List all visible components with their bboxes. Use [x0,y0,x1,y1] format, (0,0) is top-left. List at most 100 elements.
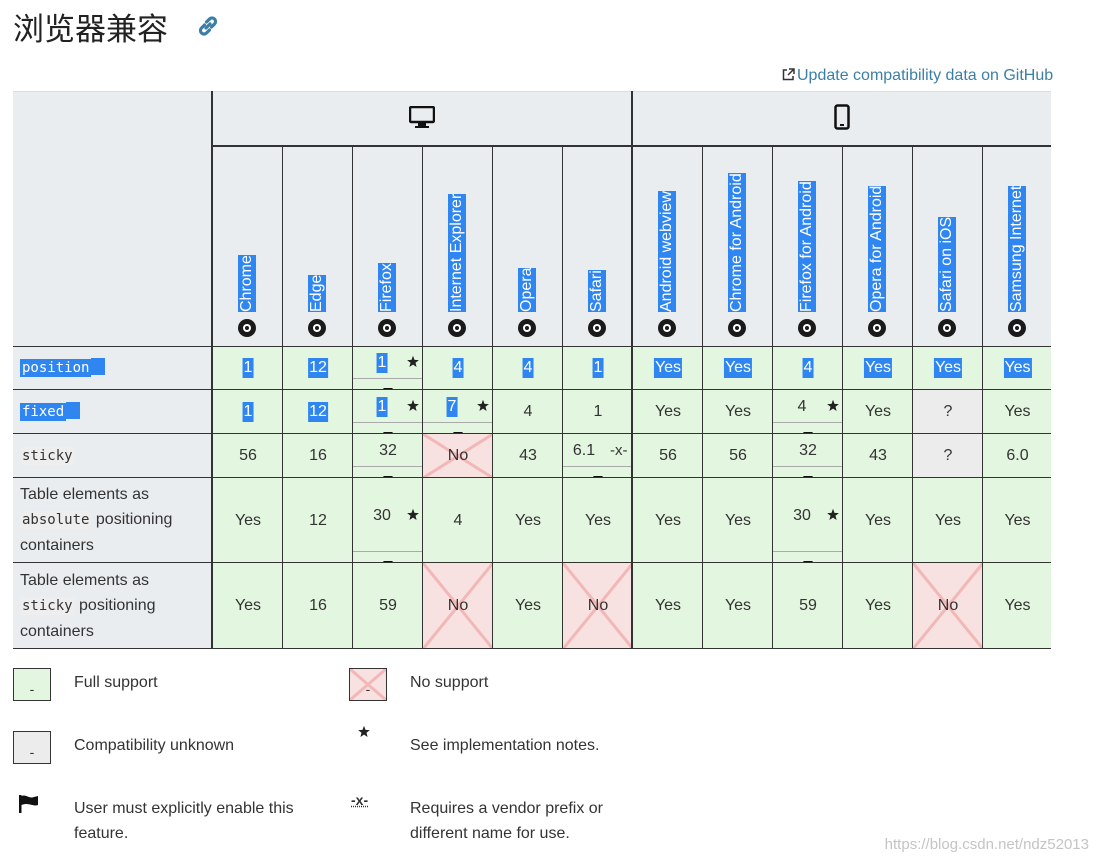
version-text: 12 [308,358,328,378]
compat-cell: Yes [562,478,632,563]
compat-cell: Yes [632,346,702,390]
compat-cell: 4 [772,346,842,390]
notes-star-wrap [406,399,420,418]
anchor-link-icon[interactable] [196,14,220,38]
compat-cell: 56 [212,434,282,478]
compat-cell: Yes [632,563,702,649]
version-text: 12 [308,402,328,422]
version-text: 43 [519,447,537,464]
version-text: 4 [797,398,807,415]
feature-cell: position [13,346,212,390]
history-toggle-part [803,432,813,433]
version-text: 30 [793,506,811,524]
compat-cell: 12 [282,346,352,390]
notes-star [477,399,489,411]
history-toggle-wrap [383,469,393,477]
legend-prefix-mark: -x- [351,792,369,808]
browser-icon [658,319,676,337]
feature-cell: Table elements as sticky positioning con… [13,563,212,649]
version-text: Yes [1004,597,1031,614]
version-text: Yes [724,403,752,420]
mobile-icon-wrap [833,104,850,135]
swatch-mark: - [29,681,35,697]
history-toggle-wrap [803,469,813,477]
feature-code: fixed [20,402,67,421]
browser-icon-wrap [937,318,957,343]
column-line [982,145,983,346]
version-text: Yes [1004,511,1031,529]
browser-icon-part [595,326,599,330]
compat-cell: 4 [422,478,492,563]
desktop-icon-part [415,126,429,128]
browser-name: Internet Explorer [448,193,466,312]
browser-icon-part [805,326,809,330]
browser-icon [238,319,256,337]
legend-flag-icon [19,795,38,813]
compat-cell: Yes [492,478,562,563]
no-support-cross [913,563,982,648]
version-text: 1 [376,397,388,417]
browser-name: Chrome [238,255,256,312]
compat-cell: 4 [422,346,492,390]
compat-cell: 59 [352,563,422,649]
github-link[interactable]: Update compatibility data on GitHub [797,67,1054,84]
version-text: Yes [863,358,893,378]
browser-icon [868,319,886,337]
version-text: Yes [653,358,683,378]
feature-divider [211,91,213,649]
feature-label: fixed [20,399,200,425]
compat-cell: Yes [982,478,1051,563]
version-text: 56 [729,447,747,464]
compat-cell: Yes [842,478,912,563]
version-text: No [587,597,609,614]
notes-star-wrap [826,508,840,527]
prefix-mark: -x- [610,442,628,459]
browser-icon-part [665,326,669,330]
browser-icon [588,319,606,337]
browser-icon-wrap [587,318,607,343]
compat-cell: Yes [842,563,912,649]
history-toggle-part [803,476,813,477]
external-link-icon [782,68,795,81]
feature-label: Table elements as sticky positioning con… [20,568,200,644]
feature-text: positioning containers [20,596,156,640]
compat-cell: No [912,563,982,649]
browser-name: Edge [308,274,326,312]
version-text: No [937,597,959,614]
compat-cell: 16 [282,563,352,649]
browser-icon-wrap [447,318,467,343]
compat-cell: Yes [702,563,772,649]
version-text: Yes [864,403,892,420]
version-text: 59 [799,597,817,614]
browser-icon-part [875,326,879,330]
browser-icon [938,319,956,337]
selection-tail [66,401,81,419]
compat-cell: 4 [492,390,562,434]
version-text: Yes [234,511,262,529]
browser-icon-wrap [517,318,537,343]
browser-icon-part [455,326,459,330]
legend-swatch: - [13,668,51,701]
feature-text: positioning containers [20,511,173,554]
history-toggle [593,476,603,477]
version-text: 1 [242,358,254,378]
history-toggle-wrap [453,425,463,433]
browser-name: Opera for Android [868,185,886,312]
version-text: 4 [802,358,814,378]
notes-star-part [407,399,419,411]
notes-star [827,508,839,520]
no-support-cross [350,669,386,700]
compat-cell: Yes [702,390,772,434]
compat-cell: 1 [562,390,632,434]
version-text: 30 [373,506,391,524]
notes-star-part [827,399,839,411]
column-line [562,145,563,346]
browser-name: Safari [588,270,606,312]
compat-cell: Yes [912,478,982,563]
version-text: Yes [1004,403,1031,420]
legend-flag-icon-part [19,795,22,813]
desktop-icon-part [408,105,436,124]
history-toggle-wrap [803,554,813,562]
legend-notes-star [358,725,370,737]
compat-cell: Yes [492,563,562,649]
